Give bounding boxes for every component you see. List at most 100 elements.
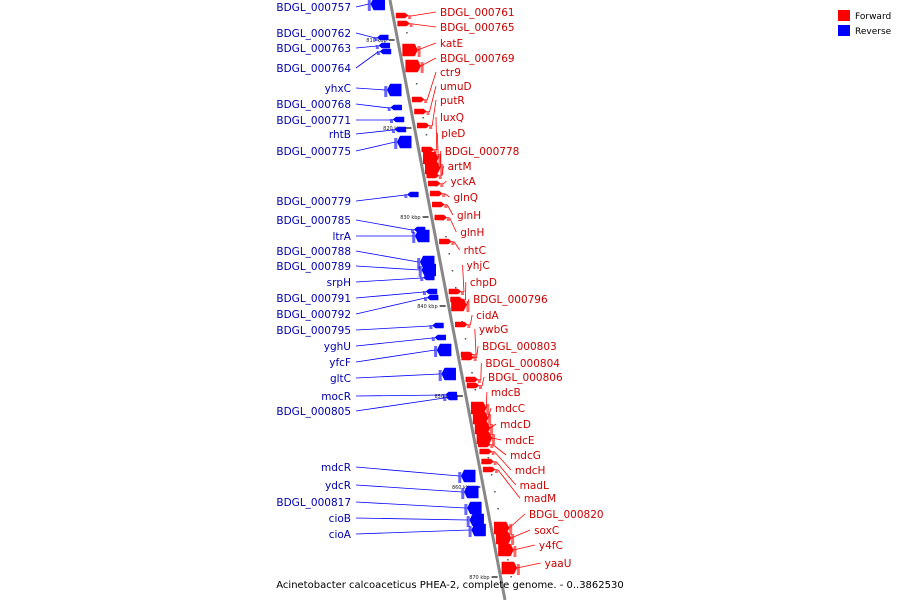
forward-gene-feature bbox=[495, 531, 515, 545]
forward-gene-feature-body bbox=[461, 354, 475, 361]
reverse-gene-feature bbox=[438, 367, 456, 381]
forward-gene-label: yaaU bbox=[545, 558, 572, 570]
reverse-gene-leader bbox=[355, 219, 413, 231]
forward-gene-feature-side bbox=[491, 434, 495, 445]
forward-gene-label: madM bbox=[524, 493, 556, 505]
forward-gene-feature-body bbox=[439, 238, 452, 245]
forward-gene-feature-body bbox=[455, 321, 468, 328]
reverse-gene-feature-body bbox=[379, 48, 392, 55]
reverse-gene-leader bbox=[355, 87, 386, 91]
forward-gene-label: BDGL_000765 bbox=[440, 22, 515, 34]
forward-gene-leader bbox=[491, 437, 502, 441]
forward-gene-feature bbox=[397, 20, 413, 27]
reverse-gene-feature-side bbox=[394, 138, 398, 149]
reverse-gene-feature-side bbox=[390, 119, 393, 123]
reverse-gene-leader bbox=[355, 194, 406, 202]
track-marker bbox=[497, 508, 499, 510]
forward-gene-leader bbox=[466, 298, 470, 306]
reverse-gene-leader bbox=[355, 529, 470, 535]
forward-gene-feature bbox=[474, 421, 494, 435]
reverse-gene-feature-body bbox=[414, 229, 430, 243]
forward-gene-feature bbox=[481, 458, 497, 465]
forward-gene-feature bbox=[476, 431, 495, 445]
reverse-gene-feature-body bbox=[406, 191, 419, 198]
forward-gene-feature-side bbox=[478, 385, 482, 389]
track-marker bbox=[425, 134, 428, 136]
track-marker bbox=[507, 559, 509, 561]
reverse-gene-feature-body bbox=[422, 274, 435, 281]
forward-gene-feature-body bbox=[481, 458, 494, 465]
reverse-gene-leader bbox=[355, 265, 420, 271]
forward-gene-label: yhjC bbox=[467, 260, 490, 272]
forward-gene-feature-body bbox=[432, 201, 445, 208]
forward-gene-feature-side bbox=[409, 23, 413, 27]
forward-gene-label: artM bbox=[448, 161, 472, 173]
forward-gene-feature-side bbox=[451, 241, 455, 245]
forward-gene-label: mdcH bbox=[515, 465, 546, 477]
forward-gene-feature-body bbox=[451, 298, 467, 312]
forward-gene-leader bbox=[489, 423, 497, 429]
forward-gene-leader bbox=[444, 193, 450, 198]
reverse-gene-label: BDGL_000757 bbox=[276, 2, 351, 14]
reverse-gene-leader bbox=[355, 103, 389, 109]
reverse-gene-feature-side bbox=[391, 129, 395, 133]
reverse-gene-feature-body bbox=[471, 523, 486, 537]
forward-gene-label: mdcE bbox=[505, 435, 534, 447]
forward-gene-feature-side bbox=[438, 154, 442, 165]
forward-gene-feature-body bbox=[498, 543, 514, 557]
reverse-gene-feature-side bbox=[376, 51, 380, 55]
reverse-gene-label: srpH bbox=[327, 277, 351, 289]
reverse-gene-feature bbox=[422, 288, 438, 295]
forward-gene-feature bbox=[493, 521, 513, 535]
forward-gene-label: rhtC bbox=[464, 245, 486, 257]
forward-gene-feature-side bbox=[490, 424, 494, 435]
track-marker bbox=[406, 32, 408, 34]
reverse-gene-leader bbox=[355, 51, 379, 69]
reverse-gene-feature bbox=[468, 523, 486, 537]
reverse-gene-feature-body bbox=[396, 135, 412, 149]
reverse-gene-label: BDGL_000817 bbox=[276, 497, 351, 509]
forward-gene-feature-side bbox=[433, 149, 437, 153]
forward-gene-label: mdcD bbox=[500, 419, 531, 431]
reverse-gene-labels: BDGL_000757 BDGL_000762 BDGL_000763 BDGL_00… bbox=[276, 2, 470, 541]
forward-gene-feature-side bbox=[516, 564, 520, 575]
forward-gene-feature-side bbox=[417, 46, 421, 57]
reverse-gene-feature-side bbox=[461, 488, 465, 499]
forward-gene-feature-body bbox=[474, 421, 491, 435]
forward-gene-feature bbox=[423, 151, 442, 165]
reverse-gene-feature-body bbox=[460, 469, 476, 483]
forward-gene-label: y4fC bbox=[539, 540, 563, 552]
track-marker bbox=[510, 576, 512, 578]
forward-gene-feature-side bbox=[440, 164, 444, 175]
reverse-gene-label: rhtB bbox=[329, 129, 351, 141]
reverse-gene-feature-side bbox=[424, 297, 428, 301]
forward-gene-leader bbox=[417, 42, 437, 51]
forward-gene-feature-body bbox=[465, 376, 479, 383]
reverse-gene-leader bbox=[355, 337, 433, 347]
forward-gene-feature-body bbox=[429, 190, 443, 197]
reverse-gene-feature-side bbox=[374, 37, 378, 41]
forward-gene-label: luxQ bbox=[440, 112, 464, 124]
legend-forward-label: Forward bbox=[855, 12, 891, 22]
forward-gene-leader bbox=[412, 23, 437, 28]
reverse-gene-label: BDGL_000788 bbox=[276, 246, 351, 258]
reverse-gene-feature-side bbox=[431, 337, 435, 341]
reverse-gene-label: BDGL_000789 bbox=[276, 261, 351, 273]
forward-gene-feature-body bbox=[402, 43, 418, 57]
genome-caption: Acinetobacter calcoaceticus PHEA-2, comp… bbox=[276, 580, 624, 591]
reverse-gene-feature bbox=[434, 343, 452, 357]
forward-gene-leader bbox=[496, 461, 516, 486]
forward-gene-leader bbox=[497, 469, 521, 499]
forward-gene-feature bbox=[482, 466, 499, 473]
forward-features bbox=[395, 12, 520, 575]
reverse-gene-feature-side bbox=[418, 266, 422, 277]
reverse-gene-label: cioA bbox=[329, 529, 352, 541]
reverse-gene-leader bbox=[355, 484, 463, 493]
forward-gene-leader bbox=[426, 71, 437, 101]
forward-gene-feature bbox=[472, 411, 492, 425]
forward-gene-feature-side bbox=[466, 301, 470, 312]
reverse-gene-label: BDGL_000768 bbox=[276, 99, 351, 111]
reverse-gene-feature-body bbox=[376, 34, 389, 41]
reverse-gene-feature-body bbox=[441, 367, 456, 381]
forward-gene-leader bbox=[442, 180, 447, 185]
